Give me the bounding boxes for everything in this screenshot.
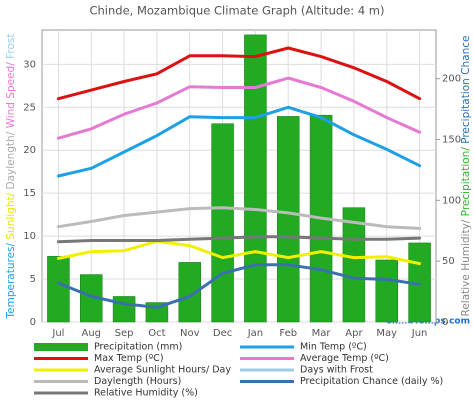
legend-swatch <box>34 343 88 351</box>
x-tick-label: Nov <box>180 328 200 339</box>
line <box>56 76 422 140</box>
legend-label: Precipitation (mm) <box>94 342 182 353</box>
bar <box>112 296 136 323</box>
x-tick-label: Jun <box>411 328 428 339</box>
axis-label-part: Sunlight/ <box>5 190 17 240</box>
line <box>56 239 422 266</box>
axis-label-part: Wind Speed/ <box>5 59 17 129</box>
x-tick-label: Aug <box>81 328 101 339</box>
y-tick-label: 0 <box>30 317 36 328</box>
x-tick-label: Oct <box>148 328 165 339</box>
x-tick-label: Jul <box>51 328 64 339</box>
y-tick-label: 25 <box>23 102 36 113</box>
axis-label-part: Daylength/ <box>5 128 17 189</box>
y-tick-label: 20 <box>23 145 36 156</box>
bar <box>277 116 300 323</box>
line <box>56 235 422 244</box>
y-tick-label: 10 <box>23 231 36 242</box>
legend-label: Average Temp (ºC) <box>300 353 389 364</box>
y2-tick-label: 150 <box>442 135 461 146</box>
y2-tick-label: 0 <box>442 317 448 328</box>
x-tick-label: Mar <box>312 328 332 339</box>
y-tick-label: 15 <box>23 188 36 199</box>
legend-label: Precipitation Chance (daily %) <box>300 376 443 387</box>
bar <box>244 34 267 323</box>
line <box>56 105 422 178</box>
bar <box>47 256 70 323</box>
bar <box>375 259 398 323</box>
legend-label: Average Sunlight Hours/ Day <box>94 365 231 376</box>
y-tick-label: 30 <box>23 59 36 70</box>
y-tick-label: 5 <box>30 274 36 285</box>
axis-label-part: Precipitation Chance <box>460 36 472 144</box>
x-tick-label: Apr <box>345 328 363 339</box>
bar <box>211 123 234 323</box>
y2-tick-label: 200 <box>442 74 461 85</box>
legend-label: Relative Humidity (%) <box>94 388 198 399</box>
legend-label: Daylength (Hours) <box>94 376 181 387</box>
x-tick-label: Feb <box>279 328 297 339</box>
bar <box>178 262 201 323</box>
x-tick-label: Jan <box>247 328 263 339</box>
y2-axis-label: Relative Humidity/ Precipitation/ Precip… <box>460 36 472 317</box>
line <box>56 263 422 309</box>
legend-label: Min Temp (ºC) <box>300 342 367 353</box>
axis-label-part: Temperatures/ <box>5 240 17 320</box>
axis-label-part: Relative Humidity/ <box>460 216 472 316</box>
line <box>56 206 422 230</box>
axis-label-part: Frost <box>5 34 17 59</box>
axis-label-part: Precipitation/ <box>460 144 472 217</box>
y-axis-label: Temperatures/ Sunlight/ Daylength/ Wind … <box>5 34 17 320</box>
x-tick-label: Sep <box>115 328 134 339</box>
y2-tick-label: 50 <box>442 256 455 267</box>
x-tick-label: May <box>376 328 397 339</box>
y2-tick-label: 100 <box>442 195 461 206</box>
bar <box>342 207 366 323</box>
chart-title: Chinde, Mozambique Climate Graph (Altitu… <box>89 4 384 18</box>
x-tick-label: Dec <box>213 328 232 339</box>
plot-area <box>41 29 437 323</box>
line <box>56 46 422 101</box>
legend-label: Days with Frost <box>300 365 373 376</box>
legend-label: Max Temp (ºC) <box>94 353 164 364</box>
